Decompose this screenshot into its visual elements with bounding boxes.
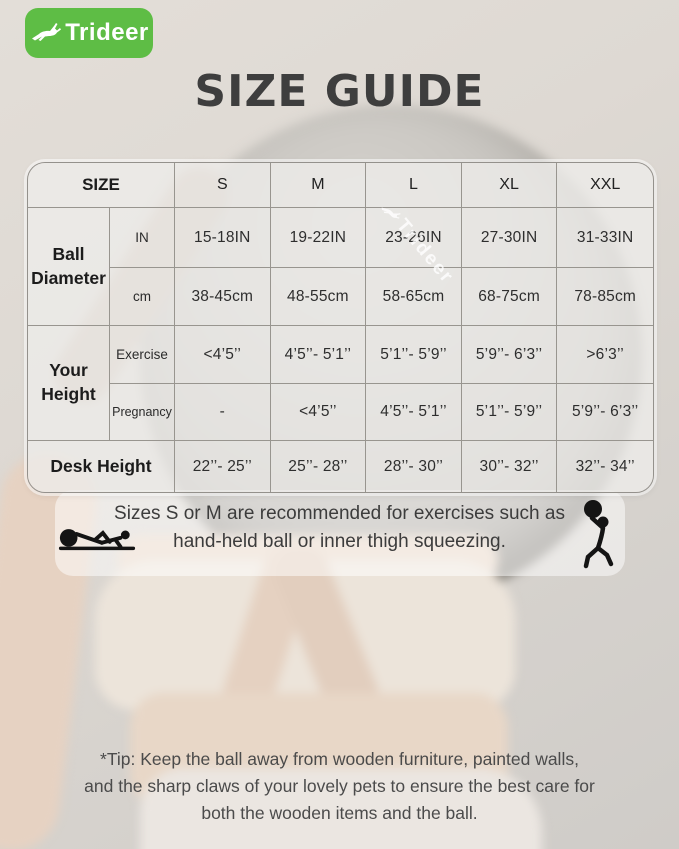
woman-leggings [140,768,542,849]
cell-height-exercise-xxl: >6’3’’ [557,326,653,384]
cell-height-pregnancy-xxl: 5’9’’- 6’3’’ [557,384,653,441]
row-desk-height: Desk Height [28,441,175,492]
cell-height-exercise-m: 4’5’’- 5’1’’ [270,326,367,384]
cell-height-pregnancy-xl: 5’1’’- 5’9’’ [461,384,558,441]
row-sub-exercise: Exercise [110,326,175,384]
tip-line-3: both the wooden items and the ball. [201,803,478,823]
table-header-col-s: S [175,163,271,208]
cell-diameter-cm-l: 58-65cm [366,268,462,326]
cell-diameter-cm-s: 38-45cm [175,268,271,326]
table-header-size: SIZE [28,163,175,208]
brand-logo: Trideer [25,8,153,58]
cell-diameter-cm-m: 48-55cm [270,268,367,326]
overhead-ball-exercise-icon [577,497,621,576]
page-title: SIZE GUIDE [194,66,485,117]
cell-diameter-in-xxl: 31-33IN [557,208,653,268]
cell-desk-m: 25’’- 28’’ [270,441,367,492]
table-header-col-xxl: XXL [557,163,653,208]
cell-diameter-cm-xxl: 78-85cm [557,268,653,326]
cell-diameter-in-xl: 27-30IN [461,208,558,268]
cell-desk-xxl: 32’’- 34’’ [557,441,653,492]
row-sub-cm: cm [110,268,175,326]
deer-icon [29,22,62,44]
table-header-col-xl: XL [461,163,558,208]
row-group-your-height: Your Height [28,326,110,441]
note-line-2: hand-held ball or inner thigh squeezing. [173,531,506,552]
note-text: Sizes S or M are recommended for exercis… [0,500,679,556]
cell-desk-l: 28’’- 30’’ [366,441,462,492]
brand-logo-text: Trideer [65,19,149,46]
note-panel [55,490,625,576]
cell-desk-xl: 30’’- 32’’ [461,441,558,492]
cell-height-pregnancy-l: 4’5’’- 5’1’’ [366,384,462,441]
cell-diameter-in-s: 15-18IN [175,208,271,268]
cell-height-exercise-s: <4’5’’ [175,326,271,384]
cell-height-pregnancy-s: - [175,384,271,441]
table-header-col-m: M [270,163,367,208]
cell-diameter-cm-xl: 68-75cm [461,268,558,326]
table-header-col-l: L [366,163,462,208]
care-tip: *Tip: Keep the ball away from wooden fur… [0,746,679,827]
cell-height-exercise-xl: 5’9’’- 6’3’’ [461,326,558,384]
reclining-ball-exercise-icon [56,512,138,559]
note-line-1: Sizes S or M are recommended for exercis… [114,503,565,524]
cell-desk-s: 22’’- 25’’ [175,441,271,492]
row-sub-pregnancy: Pregnancy [110,384,175,441]
tip-line-2: and the sharp claws of your lovely pets … [84,776,595,796]
row-group-ball-diameter: Ball Diameter [28,208,110,326]
cell-height-pregnancy-m: <4’5’’ [270,384,367,441]
tip-line-1: *Tip: Keep the ball away from wooden fur… [100,749,579,769]
row-sub-in: IN [110,208,175,268]
cell-height-exercise-l: 5’1’’- 5’9’’ [366,326,462,384]
size-guide-table: SIZE S M L XL XXL Ball Diameter IN 15-18… [27,162,654,493]
cell-diameter-in-m: 19-22IN [270,208,367,268]
cell-diameter-in-l: 23-26IN [366,208,462,268]
